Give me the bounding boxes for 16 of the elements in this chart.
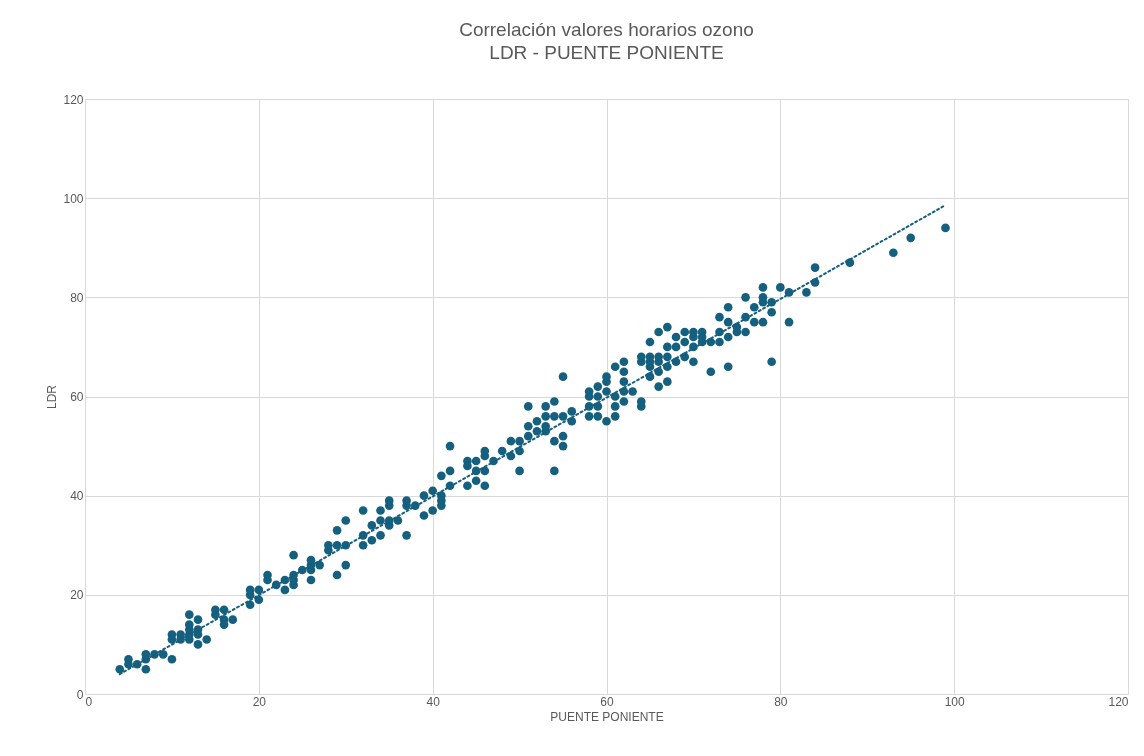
x-tick-label: 120 xyxy=(1108,694,1129,709)
x-tick-label: 60 xyxy=(600,694,614,709)
x-tick-label: 20 xyxy=(252,694,267,709)
x-tick-label: 100 xyxy=(944,694,965,709)
chart-subtitle: LDR - PUENTE PONIENTE xyxy=(489,42,724,63)
y-tick-label: 100 xyxy=(63,191,84,206)
x-axis-title: PUENTE PONIENTE xyxy=(550,709,664,724)
y-axis-title: LDR xyxy=(45,384,60,410)
x-tick-label: 80 xyxy=(774,694,788,709)
chart-title: Correlación valores horarios ozono xyxy=(459,19,754,40)
y-tick-label: 40 xyxy=(70,489,84,504)
y-tick-label: 80 xyxy=(70,290,84,305)
x-tick-label: 40 xyxy=(426,694,441,709)
y-tick-label: 120 xyxy=(63,92,84,107)
y-tick-label: 20 xyxy=(70,588,84,603)
y-tick-label: 60 xyxy=(70,390,84,404)
